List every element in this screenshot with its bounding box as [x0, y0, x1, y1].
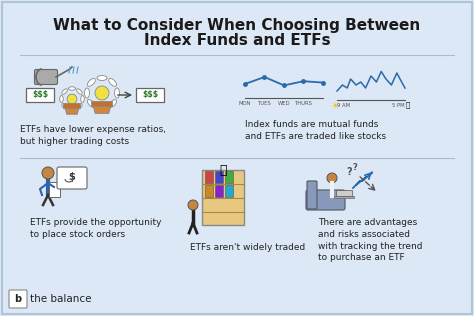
FancyBboxPatch shape	[205, 171, 213, 183]
Text: 🌙: 🌙	[406, 101, 410, 108]
FancyBboxPatch shape	[225, 171, 233, 183]
Text: WED: WED	[278, 101, 290, 106]
Ellipse shape	[77, 104, 82, 109]
FancyBboxPatch shape	[225, 185, 233, 197]
Text: ETFs have lower expense ratios,
but higher trading costs: ETFs have lower expense ratios, but high…	[20, 125, 166, 146]
FancyBboxPatch shape	[64, 104, 81, 108]
FancyBboxPatch shape	[334, 196, 354, 198]
FancyBboxPatch shape	[336, 190, 352, 196]
Polygon shape	[65, 107, 79, 114]
Ellipse shape	[69, 87, 75, 90]
Text: THURS: THURS	[294, 101, 312, 106]
Ellipse shape	[62, 104, 67, 109]
FancyBboxPatch shape	[26, 88, 54, 102]
Text: Index funds are mutual funds
and ETFs are traded like stocks: Index funds are mutual funds and ETFs ar…	[245, 120, 386, 141]
Ellipse shape	[69, 108, 75, 111]
Ellipse shape	[87, 100, 95, 107]
FancyBboxPatch shape	[215, 185, 223, 197]
Ellipse shape	[109, 100, 117, 107]
Circle shape	[327, 173, 337, 183]
Ellipse shape	[81, 95, 84, 102]
Text: $$$: $$$	[142, 90, 158, 100]
Text: 🐷: 🐷	[219, 165, 227, 178]
Text: Index Funds and ETFs: Index Funds and ETFs	[144, 33, 330, 48]
Text: ETFs provide the opportunity
to place stock orders: ETFs provide the opportunity to place st…	[30, 218, 162, 239]
FancyBboxPatch shape	[49, 183, 61, 198]
Text: ?: ?	[346, 167, 352, 177]
Ellipse shape	[97, 76, 107, 81]
Ellipse shape	[62, 89, 67, 94]
Circle shape	[42, 167, 54, 179]
Circle shape	[67, 94, 77, 104]
Ellipse shape	[87, 78, 95, 86]
Text: 5 PM: 5 PM	[392, 103, 405, 108]
FancyBboxPatch shape	[35, 70, 57, 84]
Ellipse shape	[84, 88, 90, 98]
Text: the balance: the balance	[30, 294, 91, 304]
FancyBboxPatch shape	[136, 88, 164, 102]
Text: ?: ?	[352, 163, 357, 172]
Text: MON: MON	[239, 101, 251, 106]
Ellipse shape	[77, 89, 82, 94]
Text: TUES: TUES	[258, 101, 272, 106]
Text: $$$: $$$	[32, 90, 48, 100]
FancyBboxPatch shape	[91, 101, 112, 106]
Text: What to Consider When Choosing Between: What to Consider When Choosing Between	[54, 18, 420, 33]
Circle shape	[188, 200, 198, 210]
Text: b: b	[14, 294, 21, 304]
FancyBboxPatch shape	[202, 169, 244, 224]
Ellipse shape	[97, 106, 107, 111]
Circle shape	[95, 86, 109, 100]
Text: There are advantages
and risks associated
with tracking the trend
to purchase an: There are advantages and risks associate…	[318, 218, 422, 262]
Polygon shape	[93, 105, 111, 113]
FancyBboxPatch shape	[307, 181, 317, 209]
Ellipse shape	[115, 88, 119, 98]
Text: 9 AM: 9 AM	[337, 103, 350, 108]
FancyBboxPatch shape	[57, 167, 87, 189]
Text: ☀: ☀	[331, 101, 339, 111]
FancyBboxPatch shape	[306, 190, 345, 210]
FancyBboxPatch shape	[9, 290, 27, 308]
Text: ETFs aren't widely traded: ETFs aren't widely traded	[190, 243, 305, 252]
Ellipse shape	[60, 95, 63, 102]
Text: $: $	[69, 172, 75, 182]
FancyBboxPatch shape	[205, 185, 213, 197]
FancyBboxPatch shape	[215, 171, 223, 183]
Ellipse shape	[109, 78, 117, 86]
